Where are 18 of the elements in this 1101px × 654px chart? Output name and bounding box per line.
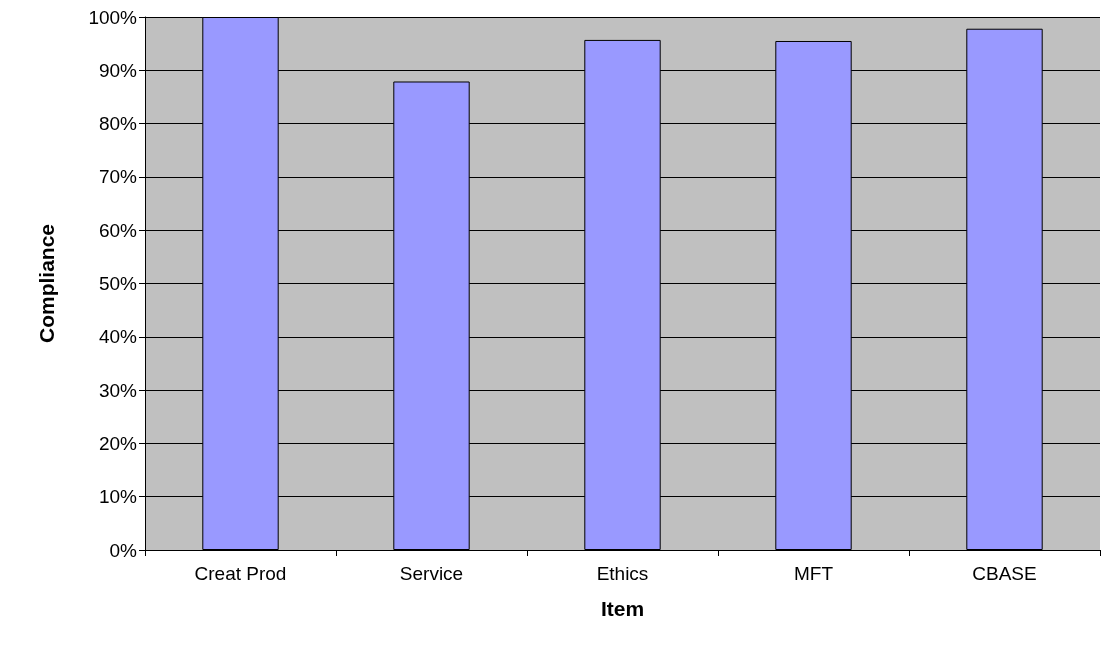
y-tick-label: 50% <box>98 273 138 294</box>
y-tick-label: 20% <box>98 432 138 454</box>
y-tick-label: 90% <box>98 59 138 81</box>
x-tick-label: MFT <box>793 563 834 584</box>
y-tick-label: 70% <box>98 166 138 188</box>
x-tick-label: Ethics <box>596 563 649 584</box>
y-tick-label: 0% <box>109 539 138 561</box>
y-tick-label: 10% <box>98 486 138 508</box>
x-tick-label: Service <box>399 563 464 584</box>
y-tick-label: 60% <box>98 219 138 241</box>
x-tick-label: CBASE <box>972 563 1037 584</box>
y-tick-label: 100% <box>88 6 138 28</box>
y-tick-label: 80% <box>98 113 138 135</box>
x-tick-label: Creat Prod <box>194 563 287 584</box>
y-tick-label: 30% <box>98 379 138 401</box>
y-axis-title: Compliance <box>35 223 58 344</box>
y-tick-label: 40% <box>98 326 138 348</box>
x-axis-title: Item <box>600 597 645 620</box>
